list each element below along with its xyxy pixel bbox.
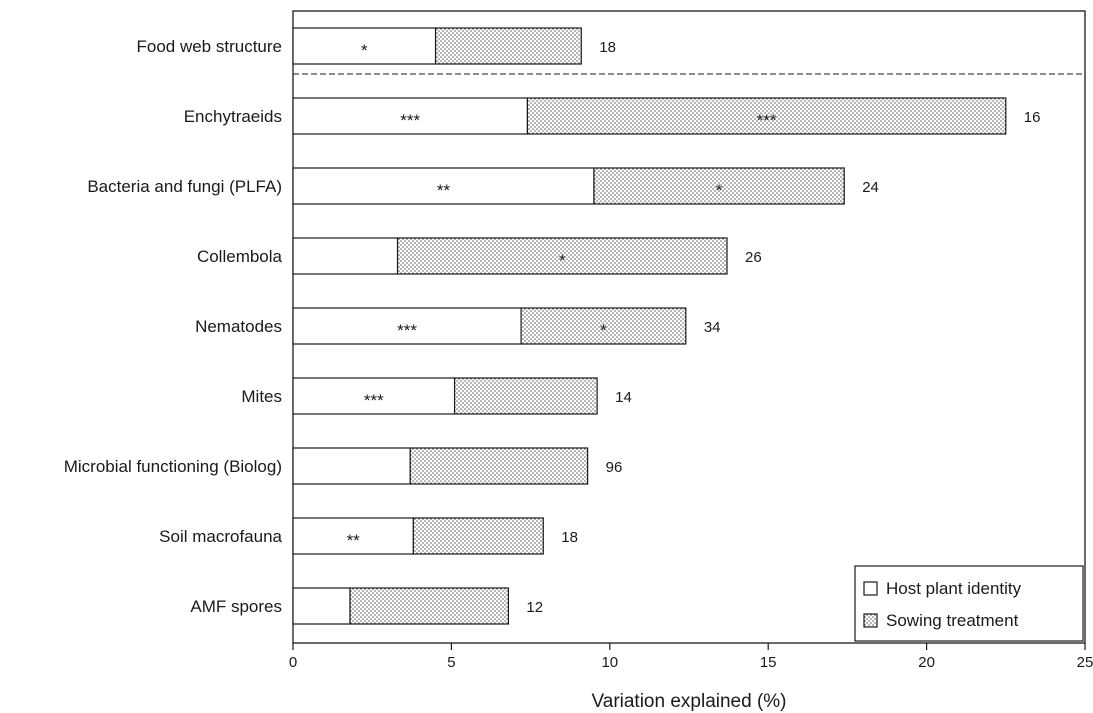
bar-host-plant-identity <box>292 167 595 205</box>
bar-total-label: 18 <box>599 39 616 56</box>
bar-total-label: 24 <box>862 179 879 196</box>
significance-host-plant: *** <box>364 391 384 410</box>
bar-sowing-treatment <box>453 377 598 415</box>
bar-sowing-treatment <box>412 517 544 555</box>
bar-host-plant-identity <box>292 517 414 555</box>
x-tick-label: 25 <box>1077 654 1093 671</box>
category-label: Soil macrofauna <box>159 527 282 546</box>
x-tick-label: 20 <box>918 654 935 671</box>
bar-sowing-treatment <box>349 587 510 625</box>
legend-box <box>854 565 1084 642</box>
x-tick-label: 5 <box>447 654 455 671</box>
significance-host-plant: *** <box>400 111 420 130</box>
bar-sowing-treatment <box>526 97 1007 135</box>
bar-total-label: 12 <box>526 599 543 616</box>
category-label: AMF spores <box>190 597 282 616</box>
legend-swatch <box>863 613 878 628</box>
category-label: Microbial functioning (Biolog) <box>64 457 282 476</box>
legend-label: Sowing treatment <box>886 611 1019 630</box>
x-tick-label: 0 <box>289 654 297 671</box>
bar-sowing-treatment <box>434 27 582 65</box>
category-label: Nematodes <box>195 317 282 336</box>
legend-swatch <box>863 581 878 596</box>
category-label: Mites <box>241 387 282 406</box>
plot-area: 0 5 10 15 20 25 Variation explained (%) Food we… <box>64 10 1093 712</box>
bar-host-plant-identity <box>292 377 456 415</box>
category-label: Food web structure <box>136 37 282 56</box>
bar-total-label: 26 <box>745 249 762 266</box>
bar-host-plant-identity <box>292 27 437 65</box>
bar-total-label: 96 <box>606 459 623 476</box>
significance-sowing: *** <box>757 111 777 130</box>
bar-sowing-treatment <box>520 307 687 345</box>
category-label: Collembola <box>197 247 283 266</box>
x-tick-label: 10 <box>601 654 618 671</box>
bar-sowing-treatment <box>396 237 728 275</box>
category-label: Enchytraeids <box>184 107 282 126</box>
bar-total-label: 18 <box>561 529 578 546</box>
x-tick-label: 15 <box>760 654 777 671</box>
bar-host-plant-identity <box>292 97 529 135</box>
bar-sowing-treatment <box>593 167 845 205</box>
significance-host-plant: * <box>361 41 368 60</box>
significance-sowing: * <box>716 181 723 200</box>
x-axis-title: Variation explained (%) <box>591 691 786 712</box>
significance-host-plant: *** <box>397 321 417 340</box>
significance-sowing: * <box>600 321 607 340</box>
significance-host-plant: ** <box>437 181 451 200</box>
bar-host-plant-identity <box>292 237 399 275</box>
significance-host-plant: ** <box>347 531 361 550</box>
significance-sowing: * <box>559 251 566 270</box>
bar-host-plant-identity <box>292 447 411 485</box>
bar-total-label: 34 <box>704 319 721 336</box>
bar-total-label: 14 <box>615 389 632 406</box>
category-label: Bacteria and fungi (PLFA) <box>87 177 282 196</box>
bar-sowing-treatment <box>409 447 589 485</box>
bar-total-label: 16 <box>1024 109 1041 126</box>
legend-label: Host plant identity <box>886 579 1022 598</box>
bar-host-plant-identity <box>292 587 351 625</box>
